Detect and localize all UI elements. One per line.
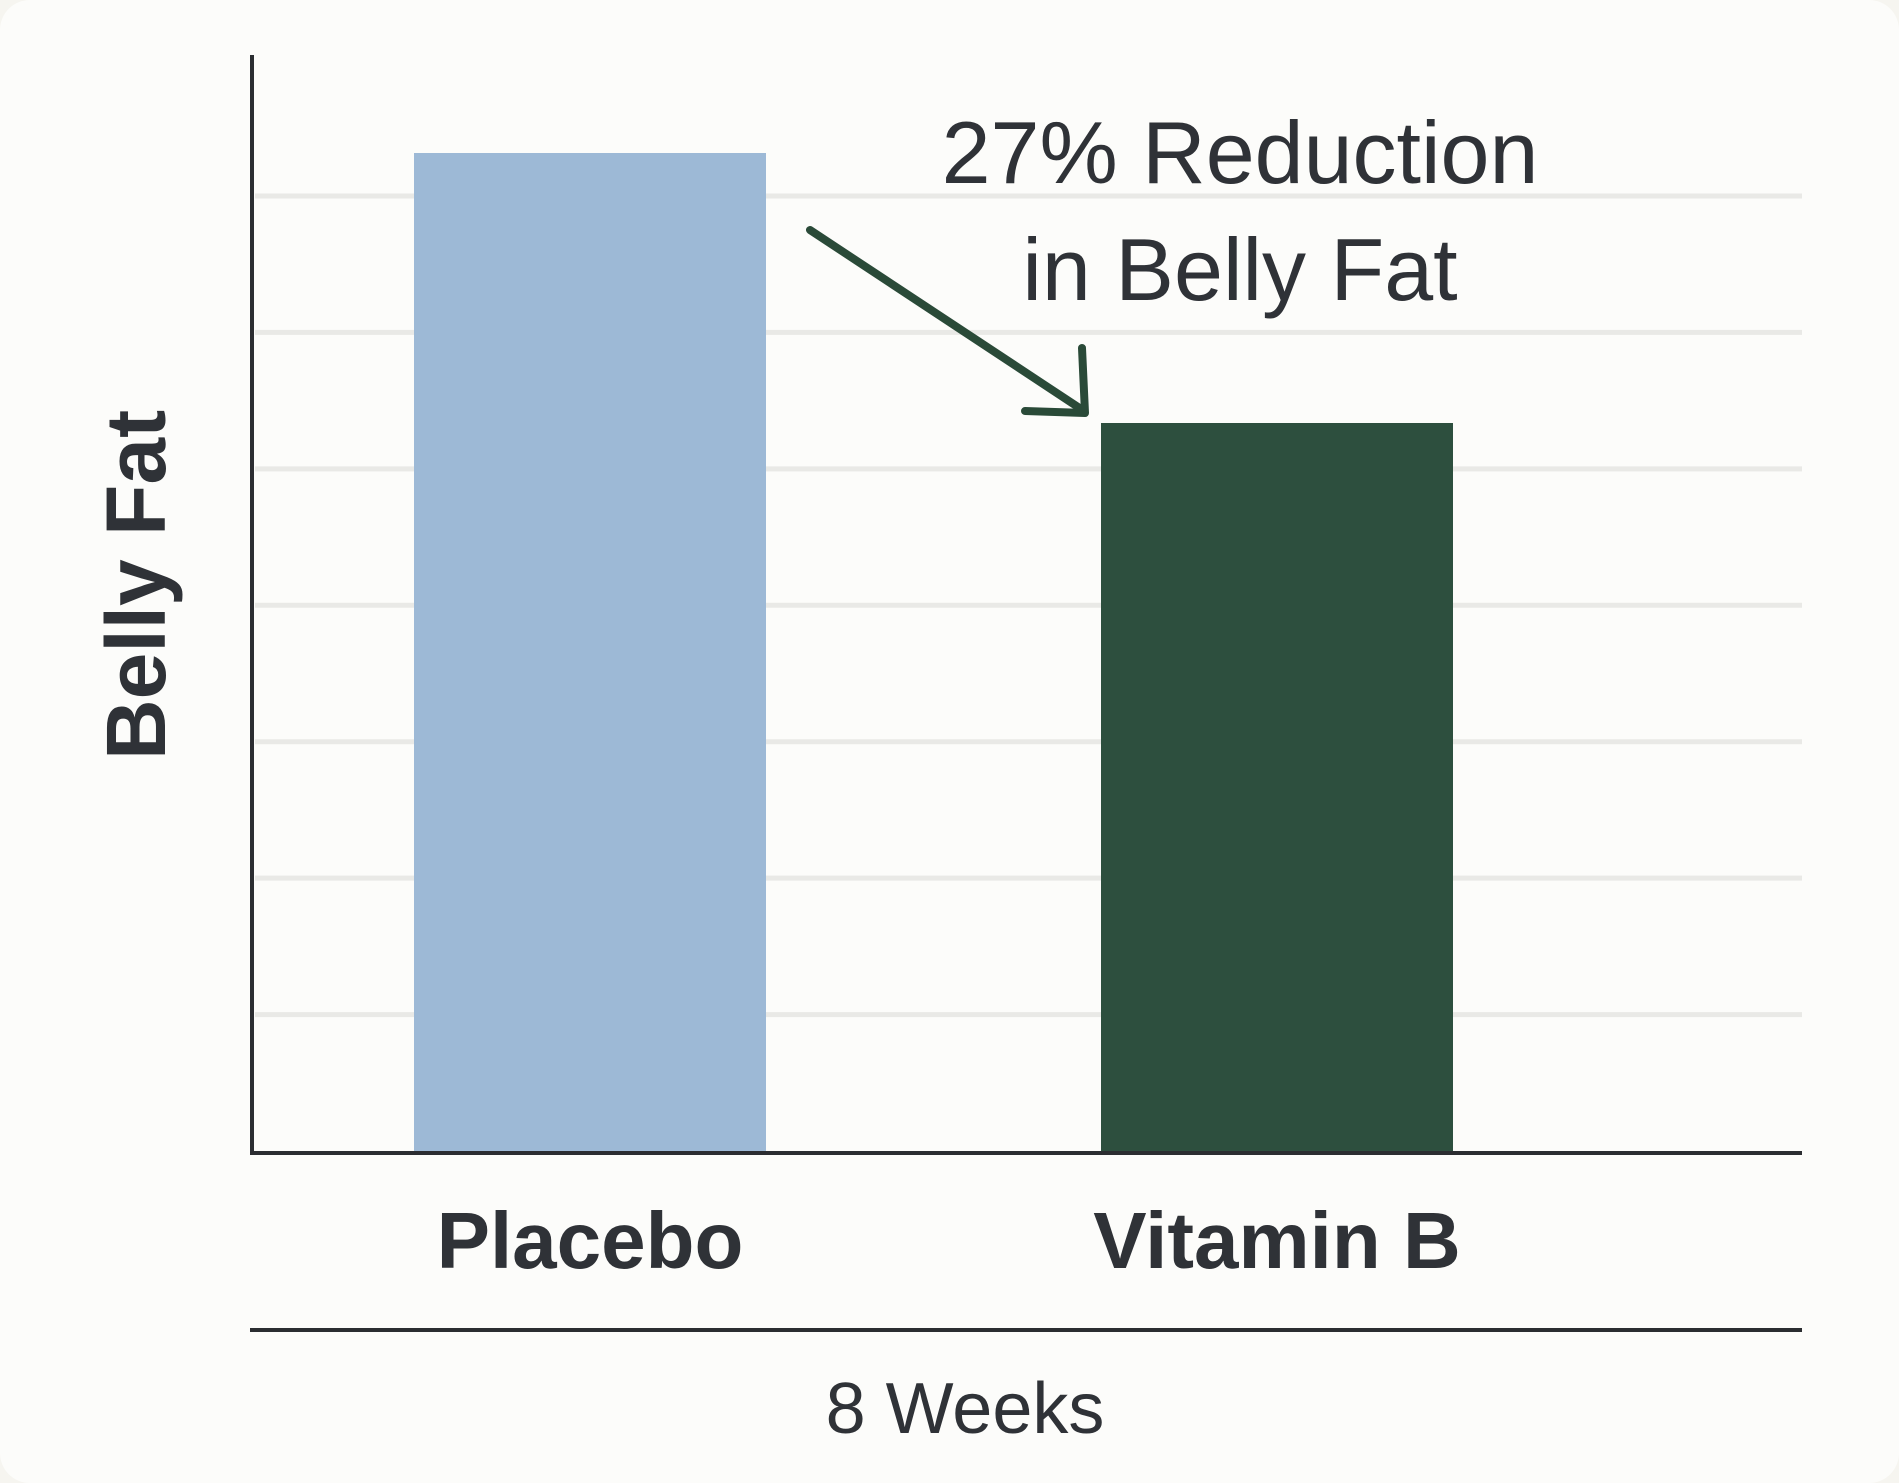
annotation-line-2: in Belly Fat (1022, 220, 1457, 319)
bars (414, 153, 1453, 1153)
y-axis-label: Belly Fat (89, 410, 183, 760)
annotation-line-1: 27% Reduction (942, 103, 1539, 202)
arrow-icon (806, 226, 1089, 417)
x-tick-label: Vitamin B (1093, 1196, 1461, 1285)
x-axis-label: 8 Weeks (826, 1369, 1105, 1449)
x-tick-labels: Placebo Vitamin B (437, 1196, 1461, 1285)
arrow-shaft (806, 226, 1085, 413)
reduction-annotation: 27% Reduction in Belly Fat (806, 103, 1539, 417)
x-tick-label: Placebo (437, 1196, 744, 1285)
bar-placebo (414, 153, 766, 1153)
arrow-head (1021, 344, 1089, 417)
bar-vitamin-b (1101, 423, 1453, 1153)
